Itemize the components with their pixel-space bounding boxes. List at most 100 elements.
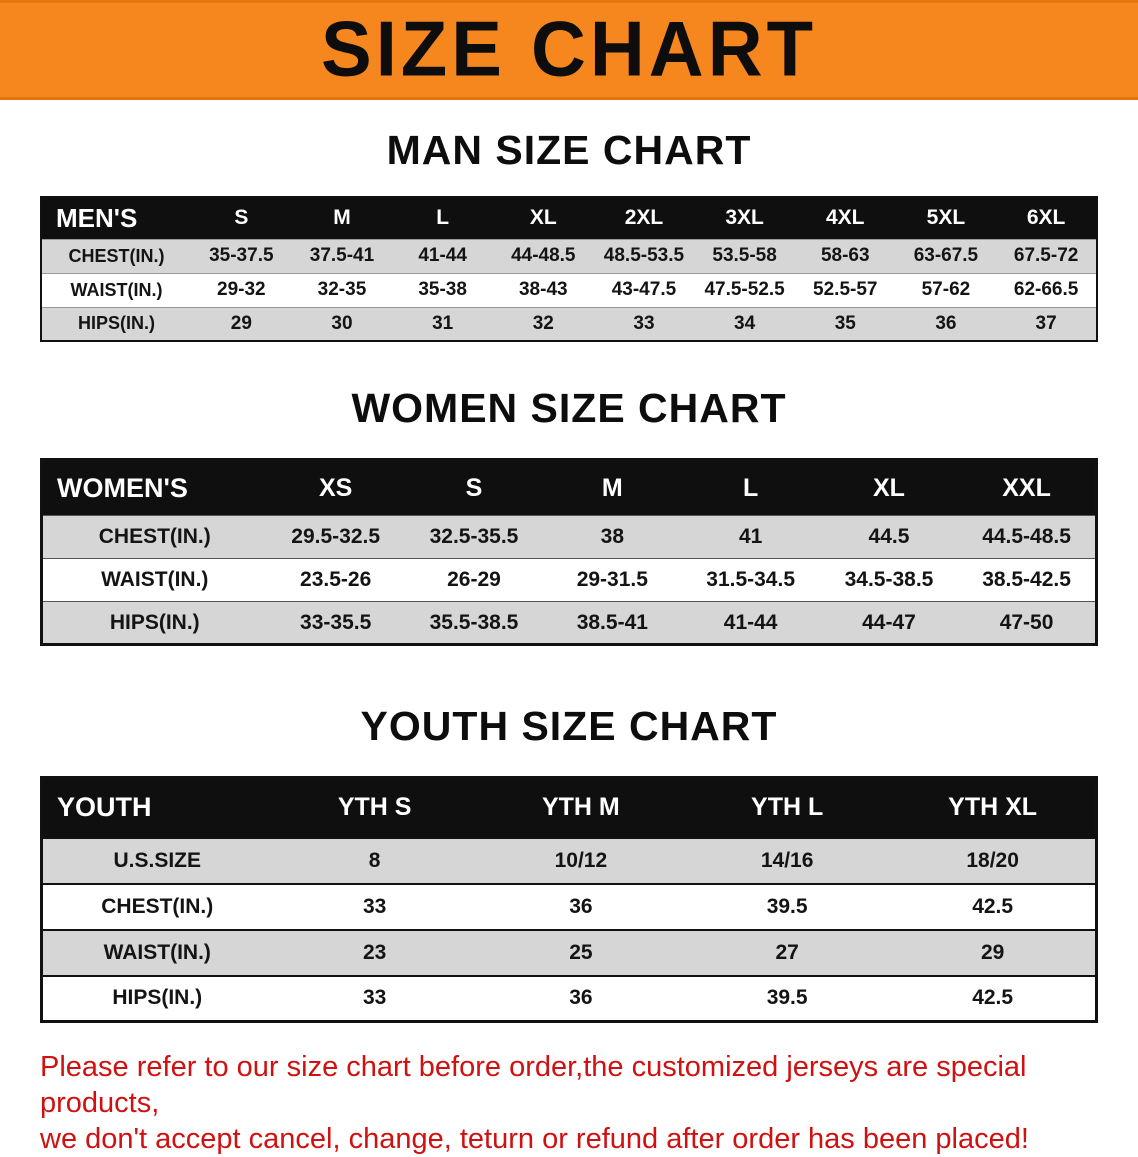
value-cell: 29-32 bbox=[191, 272, 292, 307]
value-cell: 35-38 bbox=[392, 272, 493, 307]
value-cell: 35-37.5 bbox=[191, 238, 292, 273]
size-header-cell: S bbox=[404, 459, 544, 516]
value-cell: 52.5-57 bbox=[794, 272, 896, 307]
table-title-cell: MEN'S bbox=[41, 197, 191, 239]
value-cell: 25 bbox=[477, 928, 684, 976]
value-cell: 42.5 bbox=[890, 882, 1097, 930]
value-cell: 43-47.5 bbox=[593, 272, 695, 307]
women-size-table: WOMEN'S XS S M L XL XXL CHEST(IN.) 29.5-32.5 32.5… bbox=[40, 458, 1098, 646]
value-cell: 44.5-48.5 bbox=[958, 515, 1097, 559]
size-header-cell: 4XL bbox=[794, 197, 896, 239]
value-cell: 39.5 bbox=[684, 882, 891, 930]
size-header-cell: YTH M bbox=[477, 777, 684, 838]
value-cell: 37 bbox=[996, 306, 1097, 341]
men-section-heading: MAN SIZE CHART bbox=[386, 127, 752, 173]
value-cell: 32.5-35.5 bbox=[404, 515, 544, 559]
value-cell: 41-44 bbox=[681, 601, 820, 645]
value-cell: 57-62 bbox=[895, 272, 997, 307]
value-cell: 10/12 bbox=[477, 836, 684, 884]
row-label-cell: WAIST(IN.) bbox=[41, 928, 272, 976]
value-cell: 41 bbox=[681, 515, 820, 559]
value-cell: 33 bbox=[593, 306, 695, 341]
header-row: WOMEN'S XS S M L XL XXL bbox=[41, 459, 1097, 516]
value-cell: 41-44 bbox=[392, 238, 493, 273]
value-cell: 18/20 bbox=[890, 836, 1097, 884]
size-chart-banner: SIZE CHART bbox=[0, 0, 1138, 100]
size-header-cell: YTH S bbox=[271, 777, 478, 838]
value-cell: 38-43 bbox=[492, 272, 594, 307]
size-header-cell: XL bbox=[492, 197, 594, 239]
size-header-cell: S bbox=[191, 197, 292, 239]
row-label-cell: WAIST(IN.) bbox=[41, 272, 191, 307]
table-row: WAIST(IN.) 29-32 32-35 35-38 38-43 43-47.5 47.… bbox=[41, 272, 1097, 307]
value-cell: 29-31.5 bbox=[543, 558, 682, 602]
header-row: YOUTH YTH S YTH M YTH L YTH XL bbox=[41, 777, 1097, 838]
size-header-cell: L bbox=[392, 197, 493, 239]
disclaimer-line-1: Please refer to our size chart before or… bbox=[40, 1051, 1027, 1119]
table-title-cell: YOUTH bbox=[41, 777, 272, 838]
value-cell: 48.5-53.5 bbox=[593, 238, 695, 273]
value-cell: 38.5-42.5 bbox=[958, 558, 1097, 602]
value-cell: 34.5-38.5 bbox=[819, 558, 959, 602]
women-table: WOMEN'S XS S M L XL XXL CHEST(IN.) 29.5-32.5 32.5… bbox=[40, 458, 1098, 646]
value-cell: 31 bbox=[392, 306, 493, 341]
size-header-cell: XXL bbox=[958, 459, 1097, 516]
table-row: CHEST(IN.) 35-37.5 37.5-41 41-44 44-48.5 48.5… bbox=[41, 238, 1097, 273]
disclaimer-line-2: we don't accept cancel, change, teturn o… bbox=[40, 1123, 1029, 1155]
size-header-cell: 3XL bbox=[694, 197, 795, 239]
value-cell: 63-67.5 bbox=[895, 238, 997, 273]
value-cell: 14/16 bbox=[684, 836, 891, 884]
row-label-cell: WAIST(IN.) bbox=[41, 558, 267, 602]
table-title-cell: WOMEN'S bbox=[41, 459, 267, 516]
value-cell: 47-50 bbox=[958, 601, 1097, 645]
value-cell: 29 bbox=[191, 306, 292, 341]
value-cell: 33 bbox=[271, 882, 478, 930]
value-cell: 62-66.5 bbox=[996, 272, 1097, 307]
value-cell: 34 bbox=[694, 306, 795, 341]
value-cell: 23.5-26 bbox=[266, 558, 405, 602]
value-cell: 53.5-58 bbox=[694, 238, 795, 273]
table-row: WAIST(IN.) 23 25 27 29 bbox=[41, 928, 1097, 976]
youth-section-heading: YOUTH SIZE CHART bbox=[360, 703, 778, 749]
size-header-cell: XL bbox=[819, 459, 959, 516]
value-cell: 23 bbox=[271, 928, 478, 976]
men-table: MEN'S S M L XL 2XL 3XL 4XL 5XL 6XL CHEST(IN.) 35-37… bbox=[40, 196, 1098, 342]
value-cell: 33-35.5 bbox=[266, 601, 405, 645]
women-section-heading: WOMEN SIZE CHART bbox=[351, 385, 787, 431]
size-header-cell: L bbox=[681, 459, 820, 516]
table-row: HIPS(IN.) 33 36 39.5 42.5 bbox=[41, 974, 1097, 1022]
value-cell: 47.5-52.5 bbox=[694, 272, 795, 307]
row-label-cell: CHEST(IN.) bbox=[41, 238, 191, 273]
value-cell: 35.5-38.5 bbox=[404, 601, 544, 645]
table-row: CHEST(IN.) 29.5-32.5 32.5-35.5 38 41 44.5 44.5… bbox=[41, 515, 1097, 559]
value-cell: 8 bbox=[271, 836, 478, 884]
value-cell: 32 bbox=[492, 306, 594, 341]
value-cell: 44-48.5 bbox=[492, 238, 594, 273]
value-cell: 67.5-72 bbox=[996, 238, 1097, 273]
size-header-cell: XS bbox=[266, 459, 405, 516]
table-row: HIPS(IN.) 33-35.5 35.5-38.5 38.5-41 41-44 44-… bbox=[41, 601, 1097, 645]
value-cell: 37.5-41 bbox=[291, 238, 393, 273]
value-cell: 29.5-32.5 bbox=[266, 515, 405, 559]
size-header-cell: YTH L bbox=[684, 777, 891, 838]
value-cell: 31.5-34.5 bbox=[681, 558, 820, 602]
value-cell: 36 bbox=[895, 306, 997, 341]
value-cell: 26-29 bbox=[404, 558, 544, 602]
row-label-cell: U.S.SIZE bbox=[41, 836, 272, 884]
value-cell: 38 bbox=[543, 515, 682, 559]
size-header-cell: 5XL bbox=[895, 197, 997, 239]
table-row: CHEST(IN.) 33 36 39.5 42.5 bbox=[41, 882, 1097, 930]
value-cell: 44.5 bbox=[819, 515, 959, 559]
header-row: MEN'S S M L XL 2XL 3XL 4XL 5XL 6XL bbox=[41, 197, 1097, 239]
value-cell: 30 bbox=[291, 306, 393, 341]
value-cell: 44-47 bbox=[819, 601, 959, 645]
value-cell: 42.5 bbox=[890, 974, 1097, 1022]
youth-table: YOUTH YTH S YTH M YTH L YTH XL U.S.SIZE 8 10/12… bbox=[40, 776, 1098, 1023]
size-header-cell: M bbox=[291, 197, 393, 239]
size-header-cell: YTH XL bbox=[890, 777, 1097, 838]
banner-title: SIZE CHART bbox=[321, 6, 817, 93]
value-cell: 29 bbox=[890, 928, 1097, 976]
size-header-cell: 2XL bbox=[593, 197, 695, 239]
value-cell: 33 bbox=[271, 974, 478, 1022]
value-cell: 38.5-41 bbox=[543, 601, 682, 645]
